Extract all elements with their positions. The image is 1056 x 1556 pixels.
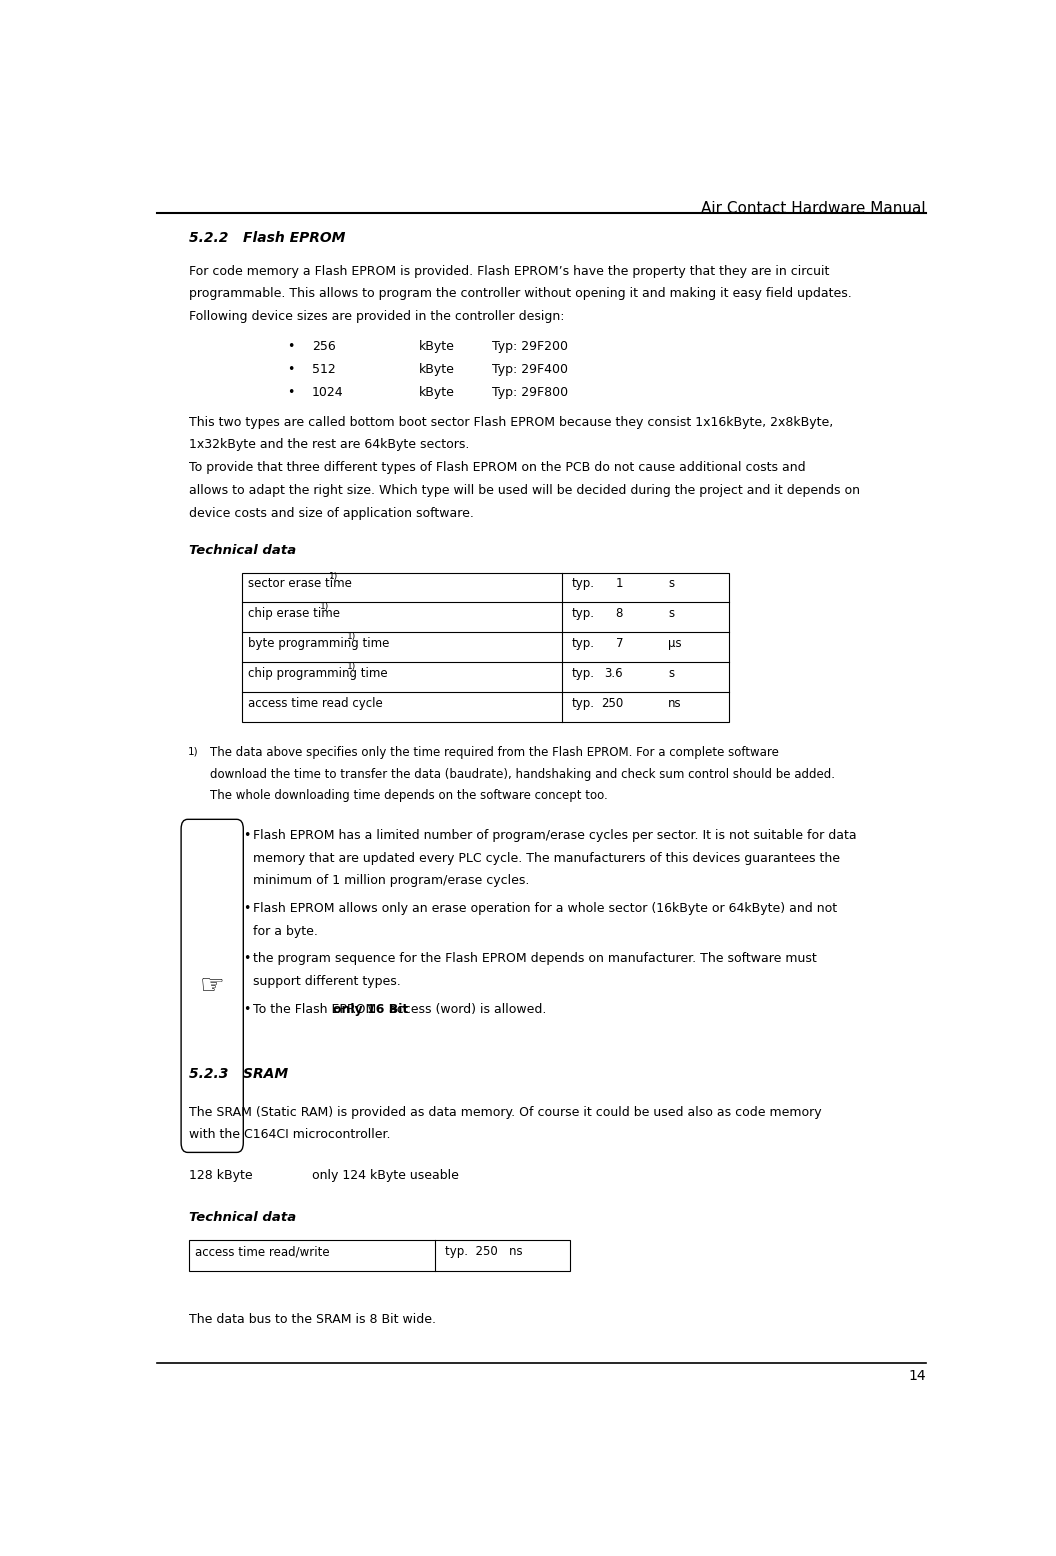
Text: Technical data: Technical data	[189, 1211, 297, 1225]
Text: The data bus to the SRAM is 8 Bit wide.: The data bus to the SRAM is 8 Bit wide.	[189, 1313, 436, 1326]
Text: access time read cycle: access time read cycle	[248, 697, 383, 710]
Text: 5.2.2   Flash EPROM: 5.2.2 Flash EPROM	[189, 230, 345, 244]
Text: typ.: typ.	[571, 638, 595, 650]
Text: memory that are updated every PLC cycle. The manufacturers of this devices guara: memory that are updated every PLC cycle.…	[253, 851, 841, 865]
Text: 3.6: 3.6	[604, 668, 623, 680]
Text: the program sequence for the Flash EPROM depends on manufacturer. The software m: the program sequence for the Flash EPROM…	[253, 952, 817, 965]
Text: only 16 Bit: only 16 Bit	[334, 1002, 409, 1016]
Text: μs: μs	[668, 638, 682, 650]
Bar	[189, 1240, 570, 1271]
Text: chip erase time: chip erase time	[248, 607, 340, 621]
Text: •: •	[243, 1002, 250, 1016]
Text: Typ: 29F800: Typ: 29F800	[492, 386, 568, 398]
Text: 128 kByte: 128 kByte	[189, 1169, 253, 1183]
Text: ns: ns	[668, 697, 682, 710]
Text: 5.2.3   SRAM: 5.2.3 SRAM	[189, 1067, 288, 1081]
Text: 512: 512	[313, 363, 336, 377]
Text: 1): 1)	[188, 747, 199, 756]
Text: Typ: 29F400: Typ: 29F400	[492, 363, 568, 377]
Text: This two types are called bottom boot sector Flash EPROM because they consist 1x: This two types are called bottom boot se…	[189, 415, 833, 428]
Text: •: •	[243, 952, 250, 965]
Text: 1x32kByte and the rest are 64kByte sectors.: 1x32kByte and the rest are 64kByte secto…	[189, 439, 470, 451]
Text: for a byte.: for a byte.	[253, 924, 318, 938]
Text: typ.  250   ns: typ. 250 ns	[445, 1245, 523, 1259]
FancyBboxPatch shape	[182, 820, 243, 1153]
Text: For code memory a Flash EPROM is provided. Flash EPROM’s have the property that : For code memory a Flash EPROM is provide…	[189, 265, 830, 277]
Text: with the C164CI microcontroller.: with the C164CI microcontroller.	[189, 1128, 391, 1142]
Text: 7: 7	[616, 638, 623, 650]
Text: •: •	[243, 829, 250, 842]
Text: s: s	[668, 607, 674, 621]
Text: To the Flash EPROM: To the Flash EPROM	[253, 1002, 380, 1016]
Text: device costs and size of application software.: device costs and size of application sof…	[189, 507, 474, 520]
Text: The data above specifies only the time required from the Flash EPROM. For a comp: The data above specifies only the time r…	[210, 747, 778, 759]
Text: •: •	[287, 386, 295, 398]
Text: access (word) is allowed.: access (word) is allowed.	[385, 1002, 547, 1016]
Text: typ.: typ.	[571, 577, 595, 590]
Text: allows to adapt the right size. Which type will be used will be decided during t: allows to adapt the right size. Which ty…	[189, 484, 861, 496]
Text: only 124 kByte useable: only 124 kByte useable	[313, 1169, 459, 1183]
Text: 14: 14	[908, 1369, 926, 1383]
Text: 1024: 1024	[313, 386, 343, 398]
Text: byte programming time: byte programming time	[248, 638, 390, 650]
Text: sector erase time: sector erase time	[248, 577, 352, 590]
Text: 8: 8	[616, 607, 623, 621]
Text: Technical data: Technical data	[189, 543, 297, 557]
Text: The SRAM (Static RAM) is provided as data memory. Of course it could be used als: The SRAM (Static RAM) is provided as dat…	[189, 1106, 822, 1119]
Text: s: s	[668, 577, 674, 590]
Text: access time read/write: access time read/write	[195, 1245, 329, 1259]
Text: 250: 250	[601, 697, 623, 710]
Text: •: •	[287, 341, 295, 353]
Text: Air Contact Hardware Manual: Air Contact Hardware Manual	[701, 201, 926, 216]
Text: Flash EPROM has a limited number of program/erase cycles per sector. It is not s: Flash EPROM has a limited number of prog…	[253, 829, 856, 842]
Text: •: •	[287, 363, 295, 377]
Text: kByte: kByte	[418, 386, 454, 398]
Text: programmable. This allows to program the controller without opening it and makin: programmable. This allows to program the…	[189, 288, 852, 300]
Text: Flash EPROM allows only an erase operation for a whole sector (16kByte or 64kByt: Flash EPROM allows only an erase operati…	[253, 902, 837, 915]
Text: chip programming time: chip programming time	[248, 668, 388, 680]
Text: 1): 1)	[346, 632, 356, 641]
Text: download the time to transfer the data (baudrate), handshaking and check sum con: download the time to transfer the data (…	[210, 767, 834, 781]
Text: Typ: 29F200: Typ: 29F200	[492, 341, 568, 353]
Text: minimum of 1 million program/erase cycles.: minimum of 1 million program/erase cycle…	[253, 874, 529, 887]
Text: 256: 256	[313, 341, 336, 353]
Text: Following device sizes are provided in the controller design:: Following device sizes are provided in t…	[189, 310, 565, 324]
Text: s: s	[668, 668, 674, 680]
Text: 1): 1)	[328, 573, 338, 582]
Text: support different types.: support different types.	[253, 976, 401, 988]
Text: ☞: ☞	[200, 972, 225, 1001]
Text: 1: 1	[616, 577, 623, 590]
Text: 1): 1)	[346, 661, 356, 671]
Text: The whole downloading time depends on the software concept too.: The whole downloading time depends on th…	[210, 789, 607, 803]
Text: typ.: typ.	[571, 607, 595, 621]
Text: •: •	[243, 902, 250, 915]
Text: kByte: kByte	[418, 341, 454, 353]
Text: 1): 1)	[320, 602, 329, 612]
Text: kByte: kByte	[418, 363, 454, 377]
Text: typ.: typ.	[571, 668, 595, 680]
Text: To provide that three different types of Flash EPROM on the PCB do not cause add: To provide that three different types of…	[189, 461, 806, 475]
Bar	[243, 573, 730, 722]
Text: typ.: typ.	[571, 697, 595, 710]
